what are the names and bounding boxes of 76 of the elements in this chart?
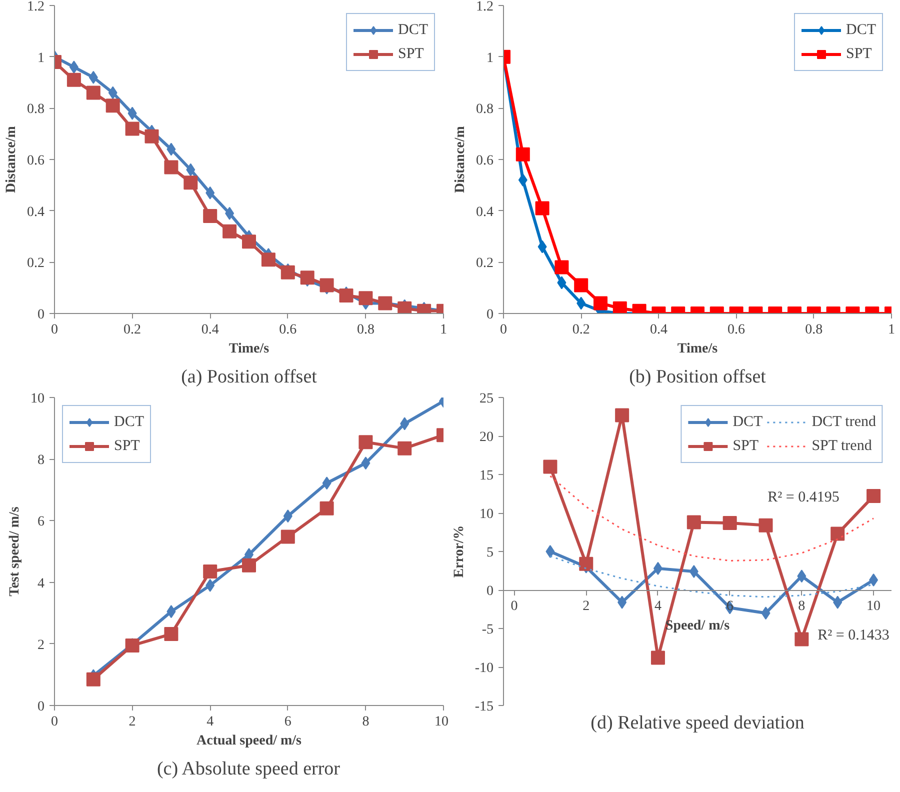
legend-label: SPT trend bbox=[812, 438, 872, 454]
x-tick-label: 0.4 bbox=[650, 322, 668, 338]
x-tick-label: 1 bbox=[888, 322, 895, 338]
annotation: R² = 0.1433 bbox=[818, 628, 890, 644]
y-tick-label: 0.2 bbox=[27, 256, 44, 272]
x-tick-label: 0.8 bbox=[805, 322, 823, 338]
legend-label: SPT bbox=[114, 438, 140, 454]
y-axis-title: Distance/m bbox=[453, 126, 468, 193]
y-tick-label: 1.2 bbox=[476, 0, 494, 14]
y-tick-label: 6 bbox=[38, 514, 44, 530]
x-tick-label: 0.2 bbox=[572, 322, 590, 338]
x-tick-label: 0.2 bbox=[124, 322, 142, 338]
y-tick-label: 0.6 bbox=[27, 154, 44, 168]
legend-label: DCT bbox=[398, 22, 428, 38]
y-tick-label: 5 bbox=[486, 546, 494, 560]
x-tick-label: 0.6 bbox=[728, 322, 746, 338]
y-tick-label: 1 bbox=[486, 50, 494, 66]
x-tick-label: 0 bbox=[51, 322, 58, 338]
x-tick-label: 4 bbox=[654, 599, 662, 614]
y-axis-title: Test speed/ m/s bbox=[8, 506, 22, 596]
y-tick-label: 2 bbox=[38, 638, 44, 653]
x-tick-label: 8 bbox=[362, 714, 370, 730]
y-tick-label: -15 bbox=[474, 700, 494, 714]
y-tick-label: 10 bbox=[30, 392, 44, 406]
x-axis-title: Time/s bbox=[677, 342, 718, 356]
x-tick-label: 0.6 bbox=[279, 322, 297, 338]
y-tick-label: 1 bbox=[38, 50, 44, 66]
x-tick-label: 2 bbox=[582, 599, 590, 614]
y-tick-label: 0.4 bbox=[476, 204, 494, 220]
x-tick-label: 2 bbox=[128, 714, 136, 730]
legend-label: SPT bbox=[846, 46, 872, 62]
x-tick-label: 10 bbox=[866, 599, 881, 614]
x-axis-title: Actual speed/ m/s bbox=[196, 734, 302, 748]
x-tick-label: 0 bbox=[500, 322, 507, 338]
text: (d) Relative speed deviation bbox=[590, 712, 805, 734]
legend-label: SPT bbox=[398, 46, 424, 62]
legend-label: SPT bbox=[732, 438, 759, 454]
y-tick-label: 0 bbox=[486, 308, 494, 322]
y-axis-title: Error/% bbox=[452, 525, 467, 578]
y-tick-label: -5 bbox=[482, 622, 494, 638]
y-tick-label: 15 bbox=[480, 468, 494, 484]
y-tick-label: 0.8 bbox=[476, 102, 494, 118]
y-tick-label: 8 bbox=[38, 453, 44, 468]
y-tick-label: 0.2 bbox=[476, 256, 494, 272]
y-tick-label: -10 bbox=[474, 661, 494, 676]
legend-label: DCT bbox=[114, 414, 144, 430]
y-tick-label: 0 bbox=[38, 700, 44, 714]
legend-label: DCT bbox=[732, 414, 763, 430]
y-tick-label: 0.4 bbox=[27, 204, 44, 220]
x-tick-label: 10 bbox=[434, 714, 448, 730]
annotation: R² = 0.4195 bbox=[768, 490, 840, 506]
y-tick-label: 0.8 bbox=[27, 102, 44, 118]
x-tick-label: 4 bbox=[206, 714, 214, 730]
x-axis-title: Time/s bbox=[228, 342, 270, 356]
x-tick-label: 0.4 bbox=[201, 322, 219, 338]
x-tick-label: 0.8 bbox=[356, 322, 374, 338]
x-tick-label: 6 bbox=[726, 599, 734, 614]
text: (a) Position offset bbox=[181, 366, 318, 388]
x-tick-label: 1 bbox=[440, 322, 447, 338]
y-tick-label: 20 bbox=[480, 430, 494, 445]
text: (b) Position offset bbox=[629, 366, 767, 388]
y-tick-label: 0 bbox=[486, 584, 494, 599]
x-tick-label: 8 bbox=[798, 599, 806, 614]
x-tick-label: 0 bbox=[51, 714, 58, 730]
y-tick-label: 4 bbox=[38, 576, 44, 592]
legend-label: DCT bbox=[846, 22, 876, 38]
y-tick-label: 25 bbox=[480, 392, 494, 406]
x-tick-label: 6 bbox=[284, 714, 292, 730]
y-tick-label: 0 bbox=[38, 308, 44, 322]
y-axis-title: Distance/m bbox=[4, 126, 19, 193]
y-tick-label: 10 bbox=[480, 507, 494, 522]
legend-label: DCT trend bbox=[812, 414, 876, 430]
x-tick-label: 0 bbox=[510, 599, 518, 614]
y-tick-label: 1.2 bbox=[27, 0, 44, 14]
y-tick-label: 0.6 bbox=[476, 154, 494, 168]
text: (c) Absolute speed error bbox=[156, 758, 341, 780]
